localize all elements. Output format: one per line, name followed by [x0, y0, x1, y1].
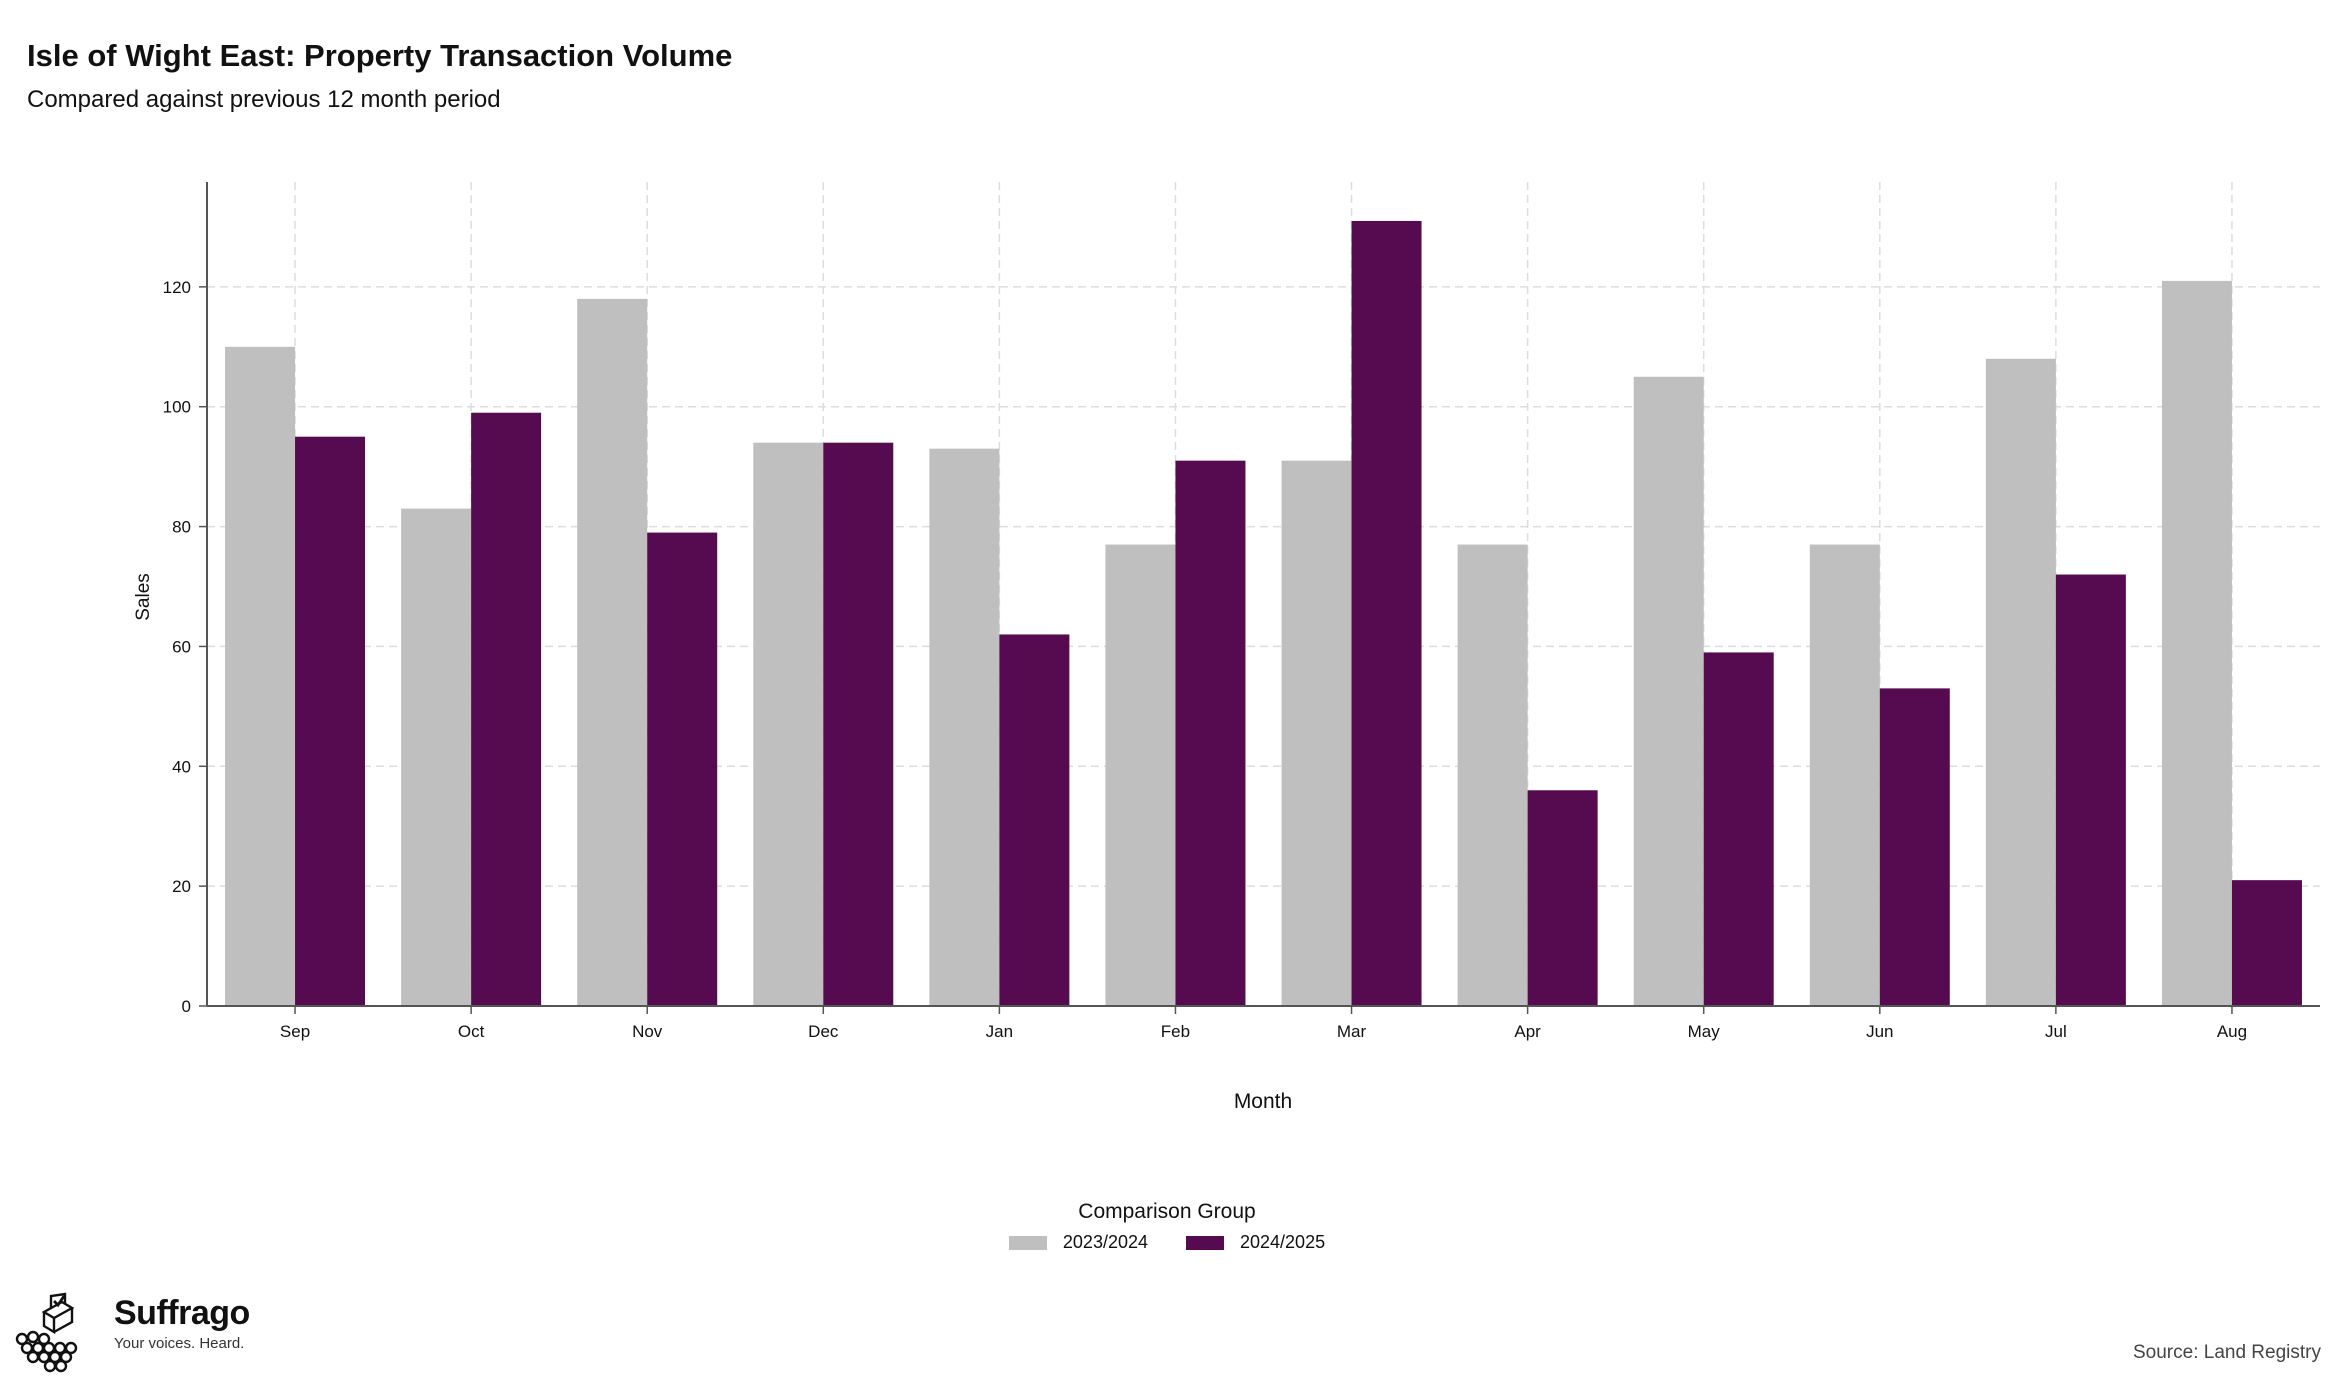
brand-name: Suffrago [114, 1294, 250, 1332]
bar-2023-2024-sep [225, 346, 296, 1006]
bar-2023-2024-jul [1985, 358, 2056, 1006]
x-tick-label-oct: Oct [458, 1022, 485, 1041]
bar-2024-2025-jan [999, 634, 1070, 1006]
y-tick-label-5: 100 [163, 398, 191, 417]
legend-title: Comparison Group [1078, 1200, 1256, 1223]
bar-2023-2024-apr [1457, 544, 1528, 1006]
x-tick-label-sep: Sep [280, 1022, 310, 1041]
bar-2024-2025-jun [1879, 688, 1950, 1006]
bar-2024-2025-aug [2231, 880, 2302, 1006]
x-tick-label-apr: Apr [1514, 1022, 1541, 1041]
brand-logo: Suffrago Your voices. Heard. [14, 1292, 250, 1374]
bar-2024-2025-nov [647, 532, 718, 1006]
ballot-box-icon [15, 1292, 78, 1373]
bar-2024-2025-oct [471, 412, 542, 1007]
bar-2023-2024-nov [577, 298, 648, 1007]
bar-chart: 0 20 40 60 80 100 120 Sep Oct Nov Dec Jan Feb Mar Apr… [133, 182, 2320, 1113]
bar-2024-2025-may [1703, 652, 1774, 1006]
bar-2024-2025-jul [2055, 574, 2126, 1006]
x-tick-label-jun: Jun [1866, 1022, 1893, 1041]
bar-2024-2025-mar [1351, 220, 1422, 1006]
bar-2024-2025-apr [1527, 790, 1598, 1006]
x-tick-label-jul: Jul [2045, 1022, 2067, 1041]
source-note: Source: Land Registry [2133, 1342, 2321, 1363]
bars [225, 220, 2302, 1007]
y-tick-label-0: 0 [182, 997, 191, 1016]
x-tick-label-aug: Aug [2217, 1022, 2247, 1041]
bar-2023-2024-oct [401, 508, 472, 1006]
legend-label-2023-2024: 2023/2024 [1062, 1232, 1148, 1252]
legend-item-2023-2024: 2023/2024 [1008, 1232, 1148, 1253]
y-tick-label-2: 40 [172, 757, 191, 776]
bar-2023-2024-aug [2161, 280, 2232, 1006]
x-tick-label-feb: Feb [1161, 1022, 1190, 1041]
bar-2024-2025-sep [295, 436, 366, 1006]
legend-swatch-2023-2024 [1008, 1235, 1047, 1250]
brand-tagline: Your voices. Heard. [114, 1335, 245, 1352]
x-tick-label-jan: Jan [986, 1022, 1013, 1041]
chart-title: Isle of Wight East: Property Transaction… [27, 38, 733, 73]
y-axis-label: Sales [133, 573, 154, 621]
legend-swatch-2024-2025 [1186, 1235, 1224, 1250]
bar-2023-2024-mar [1281, 460, 1352, 1006]
bar-2023-2024-dec [753, 442, 824, 1007]
x-tick-labels: Sep Oct Nov Dec Jan Feb Mar Apr May Jun Jul Aug [280, 1022, 2247, 1041]
bar-2023-2024-may [1633, 376, 1704, 1006]
x-tick-label-may: May [1688, 1022, 1721, 1041]
y-tick-label-1: 20 [172, 877, 191, 896]
bar-2024-2025-dec [823, 442, 894, 1007]
x-tick-label-nov: Nov [632, 1022, 663, 1041]
legend-item-2024-2025: 2024/2025 [1186, 1232, 1325, 1253]
bar-2023-2024-feb [1105, 544, 1176, 1006]
legend: Comparison Group 2023/2024 2024/2025 [0, 1200, 2334, 1253]
bar-2023-2024-jan [929, 448, 1000, 1006]
y-tick-label-3: 60 [172, 637, 191, 656]
x-tick-label-dec: Dec [808, 1022, 839, 1041]
y-tick-label-4: 80 [172, 518, 191, 537]
chart-subtitle: Compared against previous 12 month perio… [27, 86, 501, 113]
y-tick-labels: 0 20 40 60 80 100 120 [163, 278, 191, 1016]
x-axis-label: Month [1234, 1090, 1292, 1113]
bar-2023-2024-jun [1809, 544, 1880, 1006]
bar-2024-2025-feb [1175, 460, 1246, 1006]
legend-label-2024-2025: 2024/2025 [1240, 1232, 1326, 1252]
x-tick-label-mar: Mar [1337, 1022, 1367, 1041]
y-tick-label-6: 120 [163, 278, 191, 297]
axes [199, 182, 2320, 1014]
